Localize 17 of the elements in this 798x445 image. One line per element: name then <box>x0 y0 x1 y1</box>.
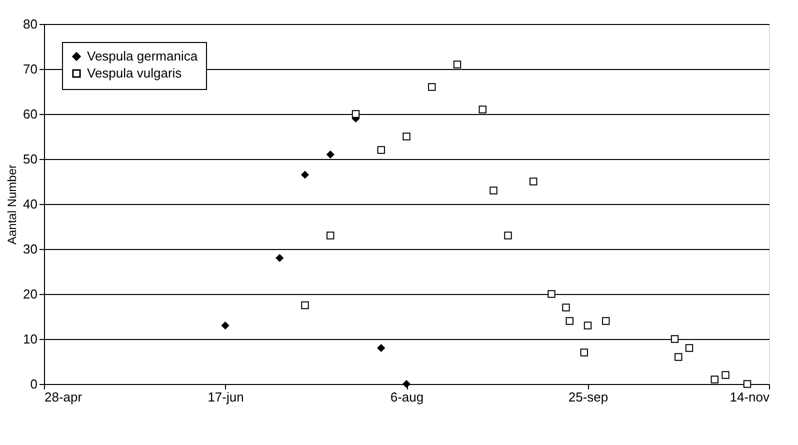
y-tick-label: 60 <box>23 106 38 122</box>
y-tick-label: 10 <box>23 332 38 346</box>
y-tick-label: 0 <box>30 376 38 392</box>
y-tick-label: 40 <box>23 196 38 212</box>
y-tick-label: 30 <box>23 242 38 256</box>
legend-label: Vespula germanica <box>87 48 198 64</box>
x-tick-label: 17-jun <box>208 390 244 404</box>
x-tick-label: 6-aug <box>390 390 424 404</box>
x-tick-label: 14-nov <box>730 390 770 404</box>
y-tick-label: 20 <box>23 286 38 302</box>
y-tick-label: 70 <box>23 62 38 76</box>
y-axis-title: Aantal Number <box>5 164 20 245</box>
x-tick-label: 28-apr <box>44 390 83 404</box>
y-tick-label: 80 <box>23 16 38 32</box>
legend-label: Vespula vulgaris <box>87 66 182 80</box>
x-tick-label: 25-sep <box>568 390 608 404</box>
y-tick-label: 50 <box>23 152 38 166</box>
